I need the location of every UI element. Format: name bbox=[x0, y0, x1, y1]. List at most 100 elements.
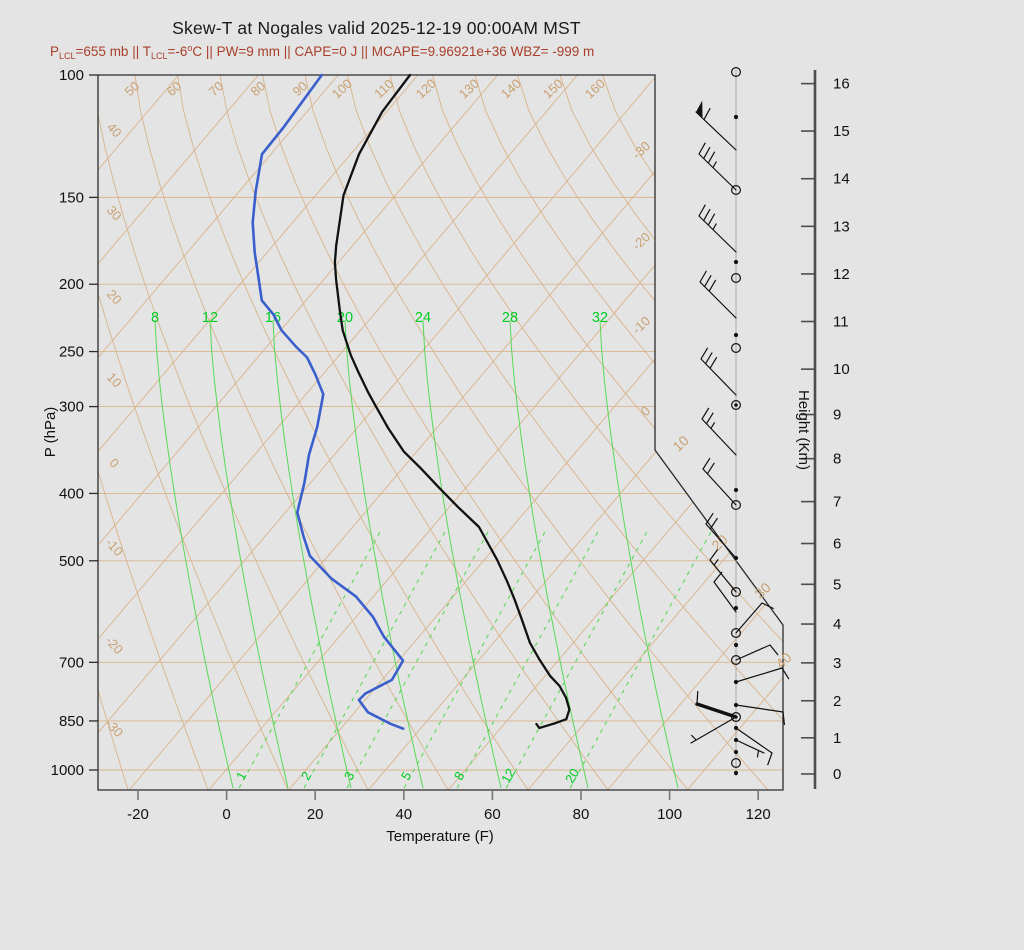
tick-label: 11 bbox=[833, 314, 849, 331]
wind-barb-column bbox=[691, 68, 789, 776]
moist-adiabat-line bbox=[155, 320, 233, 788]
tick-label: 12 bbox=[833, 266, 850, 283]
dewpoint-curve bbox=[253, 75, 404, 729]
tick-label: 30 bbox=[751, 579, 773, 601]
wind-barb-staff bbox=[697, 704, 736, 717]
wind-barb-feather bbox=[702, 408, 709, 419]
tick-label: 120 bbox=[413, 76, 439, 102]
tick-label: 15 bbox=[833, 123, 850, 140]
tick-label: 20 bbox=[104, 287, 125, 308]
isotherm-line bbox=[0, 75, 498, 790]
pressure-axis: 1001502002503004005007008501000P (hPa) bbox=[42, 67, 98, 779]
tick-label: 1 bbox=[833, 730, 841, 747]
tick-label: 80 bbox=[573, 806, 590, 823]
isotherm-line bbox=[0, 75, 179, 790]
wind-barb-feather bbox=[710, 518, 717, 529]
wind-barb-feather bbox=[710, 549, 718, 560]
wind-barb-staff bbox=[701, 359, 736, 395]
wind-barb-feather bbox=[706, 413, 713, 424]
temperature-axis: -20020406080100120Temperature (F) bbox=[127, 790, 771, 845]
isotherm-line bbox=[0, 75, 577, 790]
tick-label: -20 bbox=[127, 806, 149, 823]
skewt-screenshot: Skew-T at Nogales valid 2025-12-19 00:00… bbox=[0, 0, 1024, 950]
dry-adiabat-line bbox=[518, 75, 1024, 790]
mixing-ratio-line bbox=[506, 530, 648, 788]
tick-label: 10 bbox=[669, 432, 691, 454]
moist-adiabat-line bbox=[210, 320, 288, 788]
mixing-ratio-line bbox=[404, 530, 546, 788]
dry-adiabat-line bbox=[135, 75, 448, 790]
tick-label: 7 bbox=[833, 494, 841, 511]
wind-barb-staff bbox=[696, 112, 736, 150]
tick-label: 4 bbox=[833, 616, 841, 633]
skewt-background-grid bbox=[0, 75, 1024, 790]
dry-adiabat-line bbox=[560, 75, 1024, 790]
mixing-ratio-line bbox=[347, 530, 489, 788]
wind-barb-staff bbox=[736, 705, 783, 712]
tick-label: 0 bbox=[106, 455, 122, 471]
tick-label: 10 bbox=[104, 370, 125, 391]
wind-level-dot bbox=[734, 333, 738, 337]
tick-label: 5 bbox=[833, 576, 841, 593]
tick-label: 2 bbox=[298, 769, 315, 783]
wind-barb-staff bbox=[699, 216, 736, 252]
temperature-axis-label: Temperature (F) bbox=[386, 828, 494, 845]
tick-label: 12 bbox=[202, 310, 218, 326]
wind-barb-feather bbox=[708, 152, 714, 163]
tick-label: 40 bbox=[395, 806, 412, 823]
wind-barb-feather bbox=[700, 271, 707, 282]
temperature-curve bbox=[335, 75, 570, 728]
tick-label: 300 bbox=[59, 399, 84, 416]
tick-label: 850 bbox=[59, 713, 84, 730]
wind-level-dot bbox=[734, 643, 738, 647]
tick-label: 13 bbox=[833, 218, 850, 235]
tick-label: 1 bbox=[233, 769, 250, 783]
dry-adiabat-line bbox=[433, 75, 1009, 790]
tick-label: 2 bbox=[833, 693, 841, 710]
tick-label: 30 bbox=[104, 203, 125, 224]
tick-label: 40 bbox=[104, 120, 125, 141]
dry-adiabat-line bbox=[348, 75, 849, 790]
wind-barb-feather bbox=[706, 513, 713, 524]
tick-label: 3 bbox=[341, 769, 358, 783]
wind-level-dot bbox=[734, 403, 738, 407]
wind-barb-feather bbox=[703, 458, 710, 469]
dry-adiabat-line bbox=[50, 75, 288, 790]
tick-label: 60 bbox=[484, 806, 501, 823]
tick-label: 9 bbox=[833, 407, 841, 424]
height-axis-label: Height (Km) bbox=[795, 390, 812, 470]
tick-label: 120 bbox=[746, 806, 771, 823]
dry-adiabat-line bbox=[603, 75, 1024, 790]
wind-level-dot bbox=[734, 750, 738, 754]
wind-barb-half-feather bbox=[691, 735, 696, 740]
tick-label: 8 bbox=[451, 769, 468, 783]
wind-barb-feather bbox=[708, 214, 714, 225]
tick-label: 24 bbox=[415, 310, 431, 326]
wind-barb-feather bbox=[701, 348, 708, 359]
wind-barb-feather bbox=[709, 280, 716, 291]
moisture-labels: 8121620242832123581220 bbox=[151, 310, 608, 786]
wind-barb-half-feather bbox=[714, 559, 718, 565]
tick-label: 500 bbox=[59, 553, 84, 570]
isotherm-line bbox=[368, 75, 976, 790]
tick-label: 80 bbox=[248, 78, 269, 99]
tick-label: 8 bbox=[833, 451, 841, 468]
wind-barb-feather bbox=[704, 147, 710, 158]
tick-label: 14 bbox=[833, 171, 850, 188]
tick-label: 28 bbox=[502, 310, 518, 326]
wind-barb-half-feather bbox=[757, 750, 758, 757]
dry-adiabat-line bbox=[0, 75, 128, 790]
isotherm-line bbox=[209, 75, 817, 790]
tick-label: 250 bbox=[59, 344, 84, 361]
tick-label: 16 bbox=[833, 76, 850, 93]
wind-barb-half-feather bbox=[713, 161, 716, 167]
mixing-ratio-line bbox=[239, 530, 381, 788]
wind-barb-feather bbox=[706, 352, 713, 363]
tick-label: 400 bbox=[59, 485, 84, 502]
pressure-axis-label: P (hPa) bbox=[42, 407, 59, 458]
tick-label: 700 bbox=[59, 654, 84, 671]
tick-label: 20 bbox=[562, 766, 582, 786]
skewt-plot: 5060708090100110120130140150160403020100… bbox=[0, 0, 1024, 950]
tick-label: 50 bbox=[122, 78, 143, 99]
tick-label: 70 bbox=[206, 78, 227, 99]
